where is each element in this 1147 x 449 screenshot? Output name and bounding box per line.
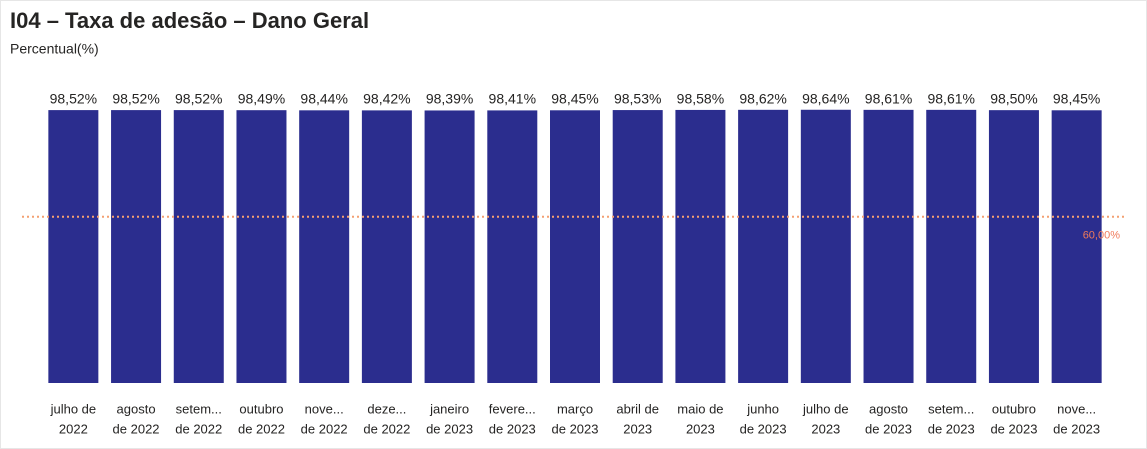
x-tick-label: outubro [239,401,283,416]
x-tick-label: julho de [50,401,97,416]
bar [236,110,287,383]
data-label: 98,50% [990,91,1037,107]
bar [988,110,1039,383]
x-tick-label: de 2022 [238,421,285,436]
x-tick-label: outubro [992,401,1036,416]
bar [863,109,914,383]
x-tick-label: deze... [367,401,406,416]
x-tick-label: março [557,401,593,416]
bar [800,109,851,383]
data-label: 98,49% [238,91,285,107]
x-tick-label: nove... [1057,401,1096,416]
data-label: 98,45% [1053,91,1100,107]
bar [361,110,412,384]
data-label: 98,64% [802,91,849,107]
x-tick-label: de 2023 [426,421,473,436]
x-tick-label: de 2022 [363,421,410,436]
data-label: 98,61% [927,91,974,107]
data-label: 98,41% [489,91,536,107]
x-tick-label: de 2023 [740,421,787,436]
data-label: 98,52% [112,91,159,107]
x-tick-label: agosto [117,401,156,416]
data-label: 98,44% [300,91,347,107]
x-tick-label: de 2023 [865,421,912,436]
x-tick-label: de 2023 [552,421,599,436]
bar [1051,110,1102,383]
x-tick-label: janeiro [429,401,469,416]
x-tick-label: de 2023 [928,421,975,436]
bar [111,110,162,383]
x-tick-label: 2022 [59,421,88,436]
x-tick-label: maio de [677,401,723,416]
x-tick-label: agosto [869,401,908,416]
x-tick-label: de 2023 [489,421,536,436]
x-tick-label: de 2022 [113,421,160,436]
data-label: 98,45% [551,91,598,107]
x-tick-label: fevere... [489,401,536,416]
bar [926,109,977,383]
bar [612,110,663,383]
data-label: 98,39% [426,91,473,107]
x-tick-label: nove... [305,401,344,416]
x-tick-label: de 2023 [990,421,1037,436]
bar [487,110,538,383]
x-tick-label: setem... [176,401,222,416]
bar [424,110,475,383]
x-tick-label: junho [746,401,779,416]
x-tick-label: julho de [802,401,849,416]
data-label: 98,52% [175,91,222,107]
x-tick-label: de 2022 [301,421,348,436]
bar [299,110,350,383]
x-tick-label: de 2022 [175,421,222,436]
data-label: 98,61% [865,91,912,107]
x-tick-label: abril de [616,401,659,416]
bar [675,109,726,383]
data-label: 98,52% [50,91,97,107]
chart-subtitle: Percentual(%) [10,41,99,57]
bar [48,110,99,383]
data-label: 98,42% [363,91,410,107]
x-tick-label: setem... [928,401,974,416]
x-tick-label: 2023 [686,421,715,436]
x-tick-label: 2023 [623,421,652,436]
bar [738,109,789,383]
bar [173,110,224,383]
x-tick-label: de 2023 [1053,421,1100,436]
reference-label: 60,00% [1083,230,1121,242]
data-label: 98,58% [677,91,724,107]
x-tick-label: 2023 [811,421,840,436]
chart-title: I04 – Taxa de adesão – Dano Geral [10,8,369,33]
data-label: 98,53% [614,91,661,107]
data-label: 98,62% [739,91,786,107]
bar [550,110,600,383]
